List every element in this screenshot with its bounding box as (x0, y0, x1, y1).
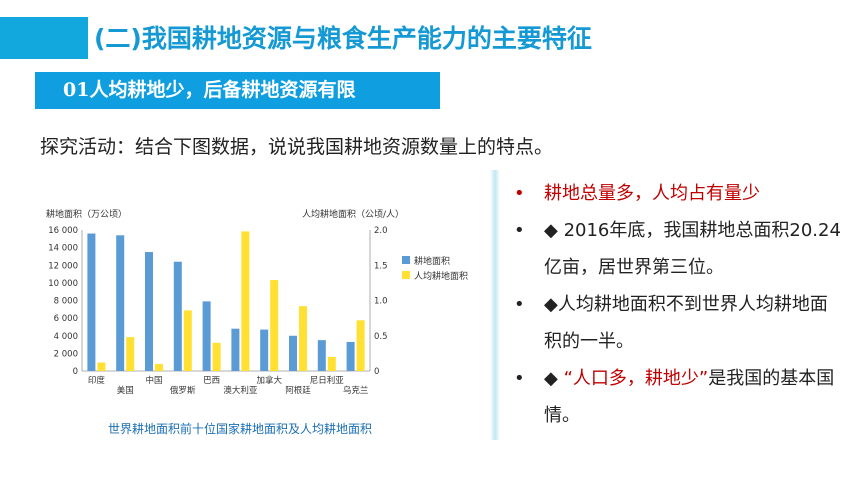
bar-area-6 (260, 329, 269, 371)
bar-per-capita-5 (241, 231, 250, 371)
bullet-text: ◆人均耕地面积不到世界人均耕地面积的一半。 (544, 294, 828, 352)
bar-per-capita-2 (155, 363, 163, 371)
category-label: 中国 (145, 375, 162, 386)
category-label: 澳大利亚 (223, 385, 258, 396)
bullet-marker: • (514, 183, 525, 204)
left-tick-label: 14 000 (48, 244, 78, 254)
left-tick-label: 2 000 (54, 349, 78, 359)
category-label: 阿根廷 (285, 385, 311, 396)
bar-per-capita-4 (212, 342, 221, 371)
bullet-suffix: 是我国的基本国情。 (544, 368, 835, 426)
bar-chart: 耕地面积（万公顷） 人均耕地面积（公顷/人） 0 2 000 4 000 6 000 8… (46, 208, 468, 396)
instruction-text: 探究活动：结合下图数据，说说我国耕地资源数量上的特点。 (40, 136, 554, 158)
bullet-text: 耕地总量多，人均占有量少 (544, 183, 760, 204)
bar-area-7 (289, 335, 297, 371)
bar-area-9 (346, 341, 355, 371)
bullet-text: ◆ 2016年底，我国耕地总面积20.24亿亩，居世界第三位。 (544, 220, 841, 278)
title-accent-bar (0, 17, 88, 59)
left-tick-label: 4 000 (54, 332, 78, 342)
bullet-item-1: • 耕地总量多，人均占有量少 (514, 175, 844, 212)
chart-caption: 世界耕地面积前十位国家耕地面积及人均耕地面积 (107, 422, 372, 436)
left-tick-label: 8 000 (54, 297, 78, 307)
left-tick-label: 0 (73, 367, 78, 377)
category-label: 尼日利亚 (310, 375, 345, 386)
left-tick-label: 16 000 (48, 226, 78, 236)
section-subtitle: 01人均耕地少，后备耕地资源有限 (35, 72, 440, 109)
category-label: 巴西 (203, 376, 220, 386)
bullet-list: • 耕地总量多，人均占有量少 • ◆ 2016年底，我国耕地总面积20.24亿亩… (514, 175, 844, 434)
bar-area-2 (145, 252, 153, 371)
bar-per-capita-9 (356, 320, 365, 371)
right-tick-label: 1.5 (374, 261, 388, 271)
chart-container: 耕地面积（万公顷） 人均耕地面积（公顷/人） 0 2 000 4 000 6 000 8… (40, 200, 480, 410)
bullet-item-4: • ◆ “人口多，耕地少”是我国的基本国情。 (514, 360, 844, 434)
bar-area-3 (173, 261, 182, 371)
legend-swatch-per-capita (402, 271, 410, 279)
left-tick-label: 12 000 (48, 261, 78, 271)
category-label: 加拿大 (256, 375, 282, 386)
bar-per-capita-3 (183, 310, 192, 371)
legend-swatch-area (402, 256, 410, 264)
bar-per-capita-8 (327, 356, 336, 371)
category-label: 乌克兰 (343, 385, 369, 396)
bar-area-5 (231, 328, 240, 371)
section-number: 01 (63, 79, 90, 101)
bar-area-8 (317, 340, 326, 371)
bullet-item-3: • ◆人均耕地面积不到世界人均耕地面积的一半。 (514, 286, 844, 360)
bar-per-capita-1 (126, 337, 135, 371)
bullet-prefix: ◆ (544, 368, 564, 389)
bar-area-0 (87, 233, 96, 371)
left-tick-label: 6 000 (54, 314, 78, 324)
legend-label-area: 耕地面积 (414, 255, 450, 267)
bullet-highlight: “人口多，耕地少” (563, 368, 709, 389)
right-tick-label: 0 (374, 367, 379, 377)
bullet-item-2: • ◆ 2016年底，我国耕地总面积20.24亿亩，居世界第三位。 (514, 212, 844, 286)
column-divider (490, 170, 500, 440)
right-tick-label: 1.0 (374, 297, 388, 307)
left-axis-label: 耕地面积（万公顷） (46, 208, 127, 220)
slide-title: (二)我国耕地资源与粮食生产能力的主要特征 (94, 24, 592, 53)
left-tick-label: 10 000 (48, 279, 78, 289)
category-label: 印度 (88, 375, 106, 386)
category-label: 美国 (117, 385, 134, 396)
bullet-marker: • (514, 368, 525, 389)
bar-per-capita-0 (97, 362, 106, 371)
bar-area-4 (202, 301, 211, 371)
right-tick-label: 2.0 (374, 226, 388, 236)
right-tick-label: 0.5 (374, 332, 388, 342)
bullet-marker: • (514, 294, 525, 315)
section-label: 人均耕地少，后备耕地资源有限 (89, 79, 356, 101)
right-axis-label: 人均耕地面积（公顷/人） (302, 208, 404, 220)
bar-per-capita-6 (270, 280, 279, 371)
bar-per-capita-7 (299, 306, 307, 371)
category-label: 俄罗斯 (170, 385, 196, 396)
bar-area-1 (116, 235, 125, 371)
legend-label-per-capita: 人均耕地面积 (414, 270, 468, 282)
bullet-marker: • (514, 220, 525, 241)
